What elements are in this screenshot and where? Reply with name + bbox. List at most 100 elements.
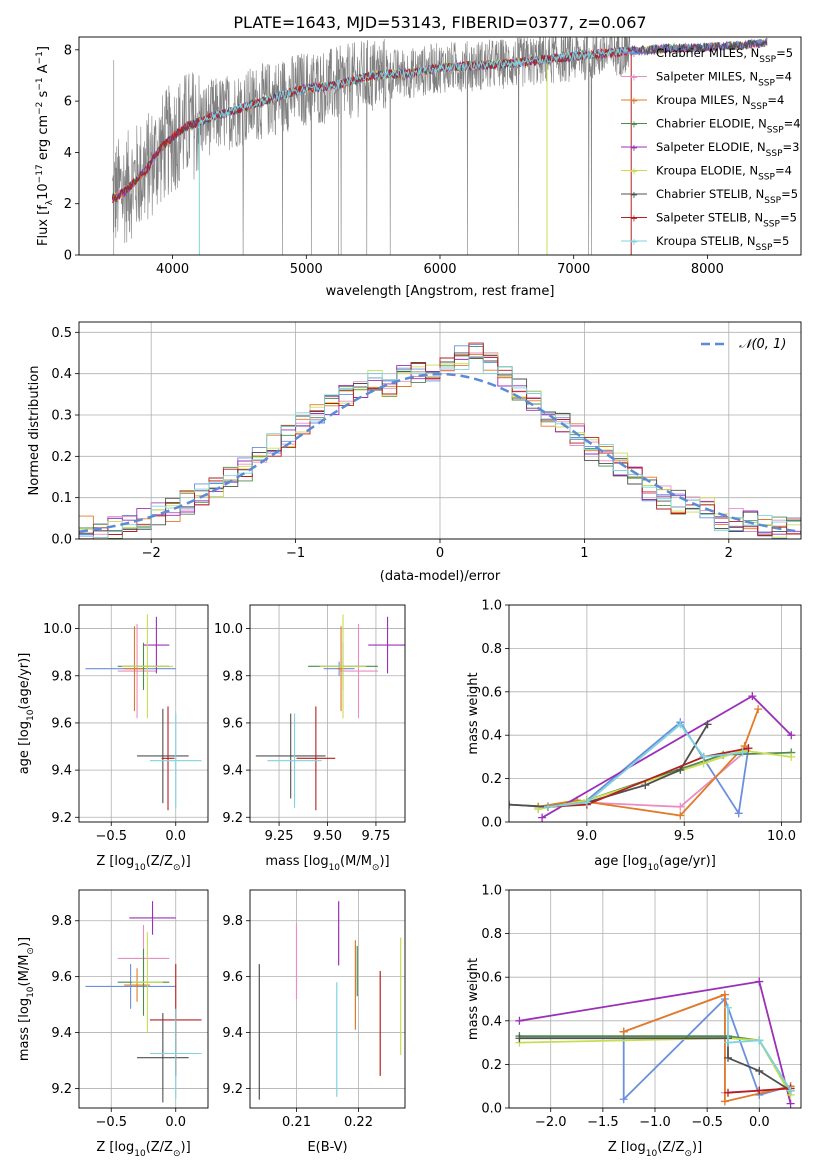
weight-marker-kroupa_stelib [543, 802, 552, 811]
legend-marker: + [630, 167, 638, 178]
spectrum-plot-area [111, 37, 768, 255]
point-chabrier_stelib [162, 755, 164, 757]
y-tick-label: 0.2 [481, 1058, 502, 1073]
x-tick-label: −2.0 [535, 1115, 567, 1130]
y-tick-label: 0.0 [51, 533, 72, 548]
legend-entry-label: Kroupa ELODIE, NSSP=4 [656, 164, 792, 183]
weight-marker-kroupa_miles [720, 990, 729, 999]
y-tick-label: 0.0 [481, 816, 502, 831]
x-tick-label: 0.0 [165, 829, 186, 844]
y-tick-label: 9.2 [222, 1082, 243, 1097]
data-spectrum-line [112, 37, 631, 255]
weight-line-salpeter_stelib [547, 747, 749, 808]
y-tick-label: 9.2 [51, 811, 72, 826]
y-tick-label: 0.4 [481, 729, 502, 744]
x-tick-label: 0.21 [282, 1115, 311, 1130]
residuals-plot-area [79, 342, 801, 539]
weight-marker-salpeter_elodie [786, 1099, 795, 1108]
legend-marker: + [630, 49, 638, 60]
x-axis-label: Z [log10(Z/Z⊙)] [96, 1140, 190, 1159]
y-tick-label: 9.4 [222, 764, 243, 779]
legend-entry-label: Salpeter MILES, NSSP=4 [656, 70, 792, 89]
z_weight-plot-area [515, 977, 795, 1108]
x-tick-label: 9.5 [674, 829, 695, 844]
legend-entry-label: Kroupa MILES, NSSP=4 [656, 93, 784, 112]
weight-marker-salpeter_elodie [748, 692, 757, 701]
y-tick-label: 9.4 [51, 764, 72, 779]
point-kroupa_stelib [174, 759, 177, 762]
point-kroupa_miles [340, 667, 342, 670]
y-tick-label: 9.6 [222, 970, 243, 985]
x-tick-label: 10.0 [767, 829, 796, 844]
point-salpeter_miles [136, 670, 138, 672]
x-tick-label: −0.5 [95, 829, 127, 844]
x-tick-label: −2 [142, 546, 161, 561]
axes-frame [78, 321, 802, 540]
legend-marker: + [630, 96, 638, 107]
y-axis-label: Normed distribution [27, 366, 42, 496]
weight-marker-salpeter_miles [676, 802, 685, 811]
x-axis-label: E(B-V) [307, 1140, 347, 1155]
age_weight-plot-area [509, 692, 796, 822]
y-axis-label: mass weight [466, 958, 481, 1040]
ebv_mass-panel: 0.21 0.22 9.2 9.4 9.6 9.8 E(B-V) [222, 889, 406, 1155]
point-salpeter_miles [357, 670, 360, 672]
x-tick-label: −1 [286, 546, 305, 561]
y-tick-label: 9.8 [51, 914, 72, 929]
weight-line-kroupa_miles [623, 993, 791, 1103]
weight-marker-salpeter_elodie [515, 1016, 524, 1025]
y-axis-label: mass [log10(M/M⊙)] [17, 937, 36, 1061]
x-tick-label: 9.75 [361, 829, 390, 844]
y-tick-label: 0.6 [481, 971, 502, 986]
point-salpeter_elodie [151, 917, 154, 919]
weight-marker-chabrier_stelib [755, 1066, 764, 1075]
weight-marker-salpeter_elodie [538, 813, 547, 822]
axes-frame [249, 889, 406, 1109]
axes-frame [78, 36, 802, 256]
weight-marker-chabrier_stelib [703, 720, 712, 729]
weight-marker-salpeter_stelib [744, 744, 753, 753]
weight-marker-salpeter_stelib [755, 1086, 764, 1095]
y-tick-label: 9.4 [222, 1026, 243, 1041]
x-tick-label: 1 [580, 546, 588, 561]
x-tick-label: −0.5 [95, 1115, 127, 1130]
y-tick-label: 0.4 [51, 367, 72, 382]
x-tick-label: 0.22 [344, 1115, 373, 1130]
weight-line-kroupa_elodie [519, 1037, 792, 1096]
x-tick-label: 4000 [156, 262, 189, 277]
x-tick-label: 9.0 [577, 829, 598, 844]
point-kroupa_miles [133, 667, 136, 670]
weight-marker-kroupa_miles [619, 1027, 628, 1036]
weight-line-kroupa_stelib [547, 723, 743, 808]
y-tick-label: 9.8 [222, 669, 243, 684]
point-chabrier_miles [129, 985, 132, 988]
y-axis-label: Flux [fλ10−17 erg cm−2 s−1 A−1] [35, 46, 55, 246]
mass_age-panel: 9.25 9.50 9.75 9.2 9.4 9.6 9.8 10.0 mass [log10(… [214, 604, 406, 873]
y-tick-label: 10.0 [214, 622, 243, 637]
x-tick-label: 8000 [691, 262, 724, 277]
point-chabrier_stelib [162, 1056, 164, 1059]
weight-marker-kroupa_miles [720, 1097, 729, 1106]
y-tick-label: 0.6 [481, 685, 502, 700]
z_mass-panel: −0.5 0.0 9.2 9.4 9.6 9.8 Z [log10(Z/Z⊙)] mass [… [17, 889, 209, 1159]
weight-marker-kroupa_stelib [699, 752, 708, 761]
y-tick-label: 9.6 [51, 716, 72, 731]
weight-line-salpeter_elodie [541, 694, 792, 819]
point-kroupa_miles [136, 984, 138, 986]
y-tick-label: 0.8 [481, 642, 502, 657]
point-salpeter_stelib [167, 757, 169, 760]
legend-entry-label: Chabrier STELIB, NSSP=5 [656, 187, 798, 206]
legend-marker: + [630, 120, 638, 131]
x-axis-label: (data-model)/error [380, 569, 501, 584]
y-tick-label: 9.8 [222, 914, 243, 929]
weight-marker-chabrier_stelib [515, 1034, 524, 1043]
legend-marker: + [630, 214, 638, 225]
y-tick-label: 0.2 [51, 450, 72, 465]
weight-marker-kroupa_stelib [724, 1003, 732, 1012]
x-tick-label: −1.5 [587, 1115, 619, 1130]
y-tick-label: 0 [64, 249, 72, 264]
legend-entry-label: Chabrier ELODIE, NSSP=4 [656, 117, 801, 136]
axes-frame [78, 889, 209, 1109]
legend-marker: + [630, 73, 638, 84]
